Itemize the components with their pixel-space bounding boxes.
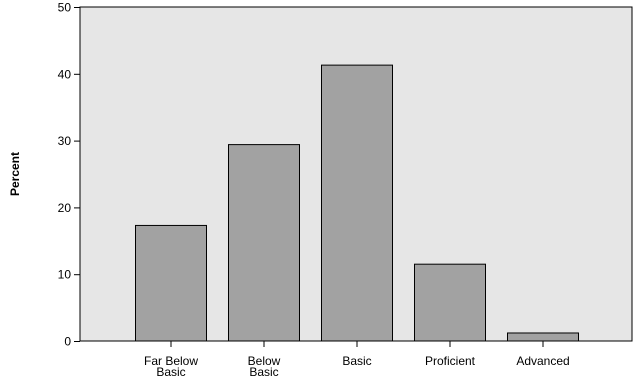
x-tick-label-line: Basic [156,365,185,379]
x-tick-label-line: Advanced [516,354,569,368]
y-tick-label: 10 [58,268,72,282]
x-tick-label: Proficient [425,354,476,368]
bar [321,64,393,342]
y-axis-title: Percent [8,152,22,196]
x-tick-label-line: Below [248,354,281,368]
x-tick-label: Basic [342,354,371,368]
bar [228,144,300,342]
x-tick-label: Advanced [516,354,569,368]
x-tick-label: Below Basic [248,354,281,379]
y-tick-label: 40 [58,67,72,81]
bar [414,263,486,342]
x-tick-label-line: Far Below [144,354,198,368]
bars [135,64,579,342]
y-tick-label: 20 [58,201,72,215]
x-tick-label: Far Below Basic [144,354,198,379]
y-axis-ticks: 0 10 20 30 40 50 [58,1,80,349]
x-tick-label-line: Basic [342,354,371,368]
x-tick-label-line: Proficient [425,354,476,368]
bar [135,224,207,342]
x-tick-label-line: Basic [249,365,278,379]
y-tick-label: 0 [64,335,71,349]
bar [507,332,579,342]
y-tick-label: 50 [58,1,72,15]
y-tick-label: 30 [58,134,72,148]
